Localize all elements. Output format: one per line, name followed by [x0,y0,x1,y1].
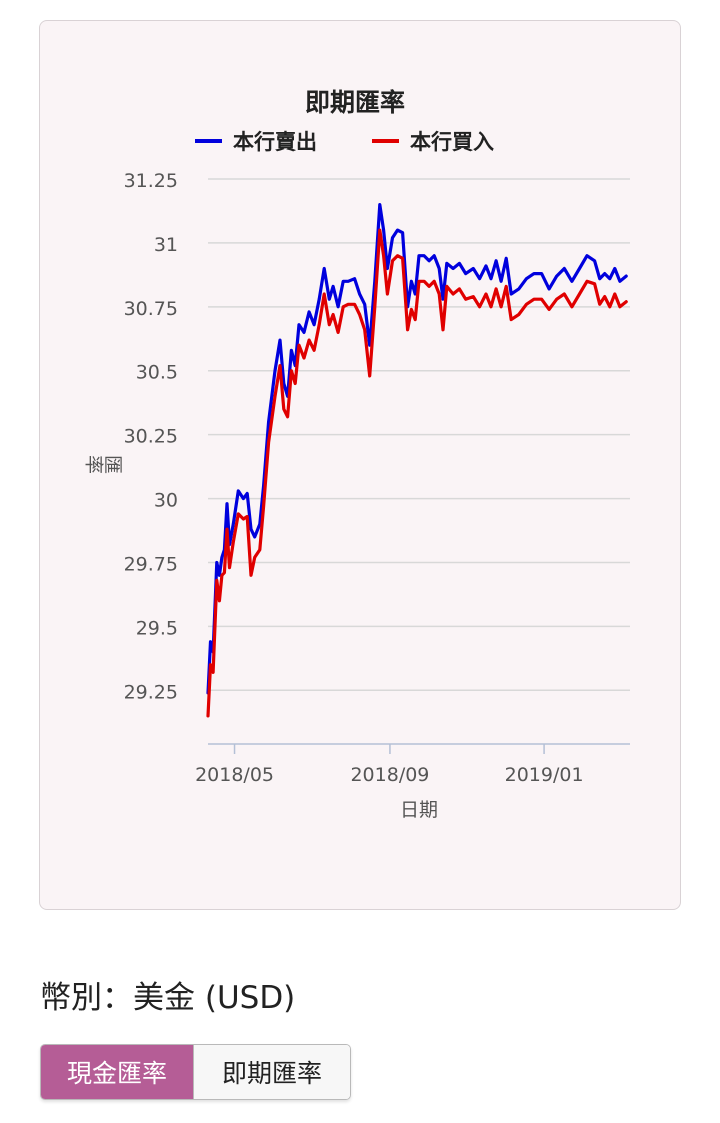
chart-legend: 本行賣出 本行買入 [195,130,494,154]
y-tick-label: 30.75 [124,298,178,320]
legend-label-sell: 本行賣出 [233,130,317,154]
gridlines [208,178,630,692]
y-axis-ticks: 29.25 29.5 29.75 30 30.25 30.5 30.75 31 31.25 [124,170,178,703]
x-axis-ticks: 2018/05 2018/09 2019/01 [195,744,584,786]
y-axis-label: 匯率 [85,452,123,474]
chart-title: 即期匯率 [305,88,405,117]
y-tick-label: 31 [154,234,178,256]
x-tick-label: 2018/09 [350,764,429,786]
series-line-buy [206,228,628,718]
cash-rate-button[interactable]: 現金匯率 [41,1045,193,1099]
legend-label-buy: 本行買入 [410,130,494,154]
y-tick-label: 30.5 [136,362,178,384]
series-line-sell [206,203,628,695]
spot-rate-button[interactable]: 即期匯率 [193,1045,350,1099]
y-tick-label: 29.75 [124,553,178,575]
x-tick-label: 2019/01 [505,764,584,786]
y-tick-label: 30.25 [124,426,178,448]
x-axis-label: 日期 [400,799,438,821]
rate-type-toggle: 現金匯率 即期匯率 [40,1044,351,1100]
exchange-rate-chart: 即期匯率 本行賣出 本行買入 29.25 29.5 29.75 30 30.25 30.5… [85,88,630,821]
y-tick-label: 31.25 [124,170,178,192]
currency-label: 幣別：美金 (USD) [40,980,296,1016]
y-tick-label: 29.25 [124,681,178,703]
series-lines [206,203,628,718]
x-tick-label: 2018/05 [195,764,274,786]
chart-card: 即期匯率 本行賣出 本行買入 29.25 29.5 29.75 30 30.25 30.5… [39,20,681,910]
y-tick-label: 29.5 [136,617,178,639]
y-tick-label: 30 [154,490,178,512]
